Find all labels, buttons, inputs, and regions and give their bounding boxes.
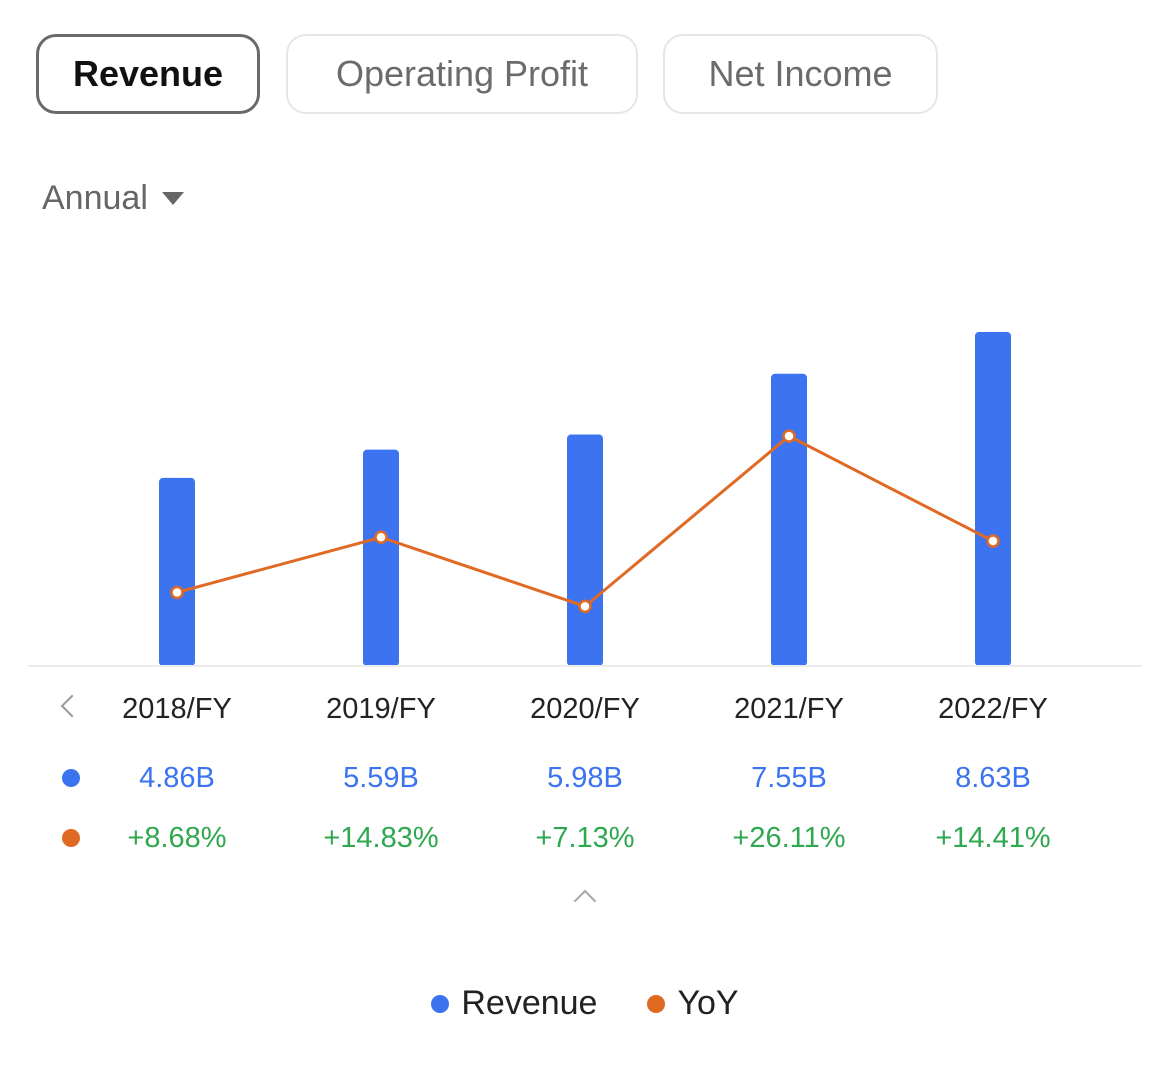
- yoy-value: +26.11%: [732, 822, 846, 854]
- tab-operating-profit[interactable]: Operating Profit: [286, 34, 638, 114]
- yoy-point-2018/FY: [170, 585, 184, 600]
- revenue-values-row: 4.86B 5.59B 5.98B 7.55B 8.63B: [0, 758, 1170, 798]
- yoy-values-row: +8.68% +14.83% +7.13% +26.11% +14.41%: [0, 818, 1170, 858]
- year-label: 2022/FY: [938, 693, 1048, 725]
- legend-revenue-dot-icon: [431, 994, 450, 1013]
- legend: Revenue YoY: [0, 984, 1170, 1023]
- yoy-points-group: [170, 429, 1000, 614]
- revenue-chart: [28, 332, 1142, 667]
- revenue-value: 5.98B: [547, 762, 623, 794]
- revenue-bar-2022/FY: [975, 332, 1011, 666]
- legend-item-revenue: Revenue: [431, 984, 597, 1023]
- period-dropdown[interactable]: Annual: [42, 176, 184, 220]
- yoy-value: +8.68%: [127, 822, 227, 854]
- yoy-point-2019/FY: [374, 530, 388, 545]
- revenue-bar-2020/FY: [567, 434, 603, 666]
- year-label: 2019/FY: [326, 693, 436, 725]
- bars-group: [159, 332, 1011, 666]
- yoy-point-2021/FY: [782, 429, 796, 443]
- yoy-value: +14.41%: [935, 822, 1051, 854]
- revenue-value: 8.63B: [955, 762, 1031, 794]
- revenue-bar-2021/FY: [771, 373, 807, 666]
- revenue-value: 4.86B: [139, 762, 215, 794]
- period-label: Annual: [42, 178, 148, 217]
- year-label: 2020/FY: [530, 693, 640, 725]
- tab-revenue[interactable]: Revenue: [36, 34, 260, 114]
- revenue-bar-2018/FY: [159, 477, 195, 666]
- revenue-value: 5.59B: [343, 762, 419, 794]
- year-label: 2021/FY: [734, 693, 844, 725]
- caret-down-icon: [161, 191, 184, 205]
- legend-yoy-dot-icon: [647, 994, 666, 1013]
- revenue-dot-icon: [62, 769, 80, 787]
- chevron-up-icon[interactable]: [573, 889, 597, 913]
- yoy-value: +7.13%: [535, 822, 635, 854]
- yoy-point-2022/FY: [986, 534, 1000, 548]
- legend-yoy-label: YoY: [677, 984, 739, 1022]
- legend-revenue-label: Revenue: [461, 984, 598, 1022]
- legend-item-yoy: YoY: [647, 984, 739, 1023]
- tab-net-income[interactable]: Net Income: [663, 34, 938, 114]
- revenue-value: 7.55B: [751, 762, 827, 794]
- year-labels-row: 2018/FY 2019/FY 2020/FY 2021/FY 2022/FY: [0, 689, 1170, 729]
- year-label: 2018/FY: [122, 693, 232, 725]
- yoy-dot-icon: [62, 829, 80, 847]
- yoy-value: +14.83%: [323, 822, 439, 854]
- revenue-bar-2019/FY: [363, 449, 399, 666]
- yoy-point-2020/FY: [578, 599, 592, 614]
